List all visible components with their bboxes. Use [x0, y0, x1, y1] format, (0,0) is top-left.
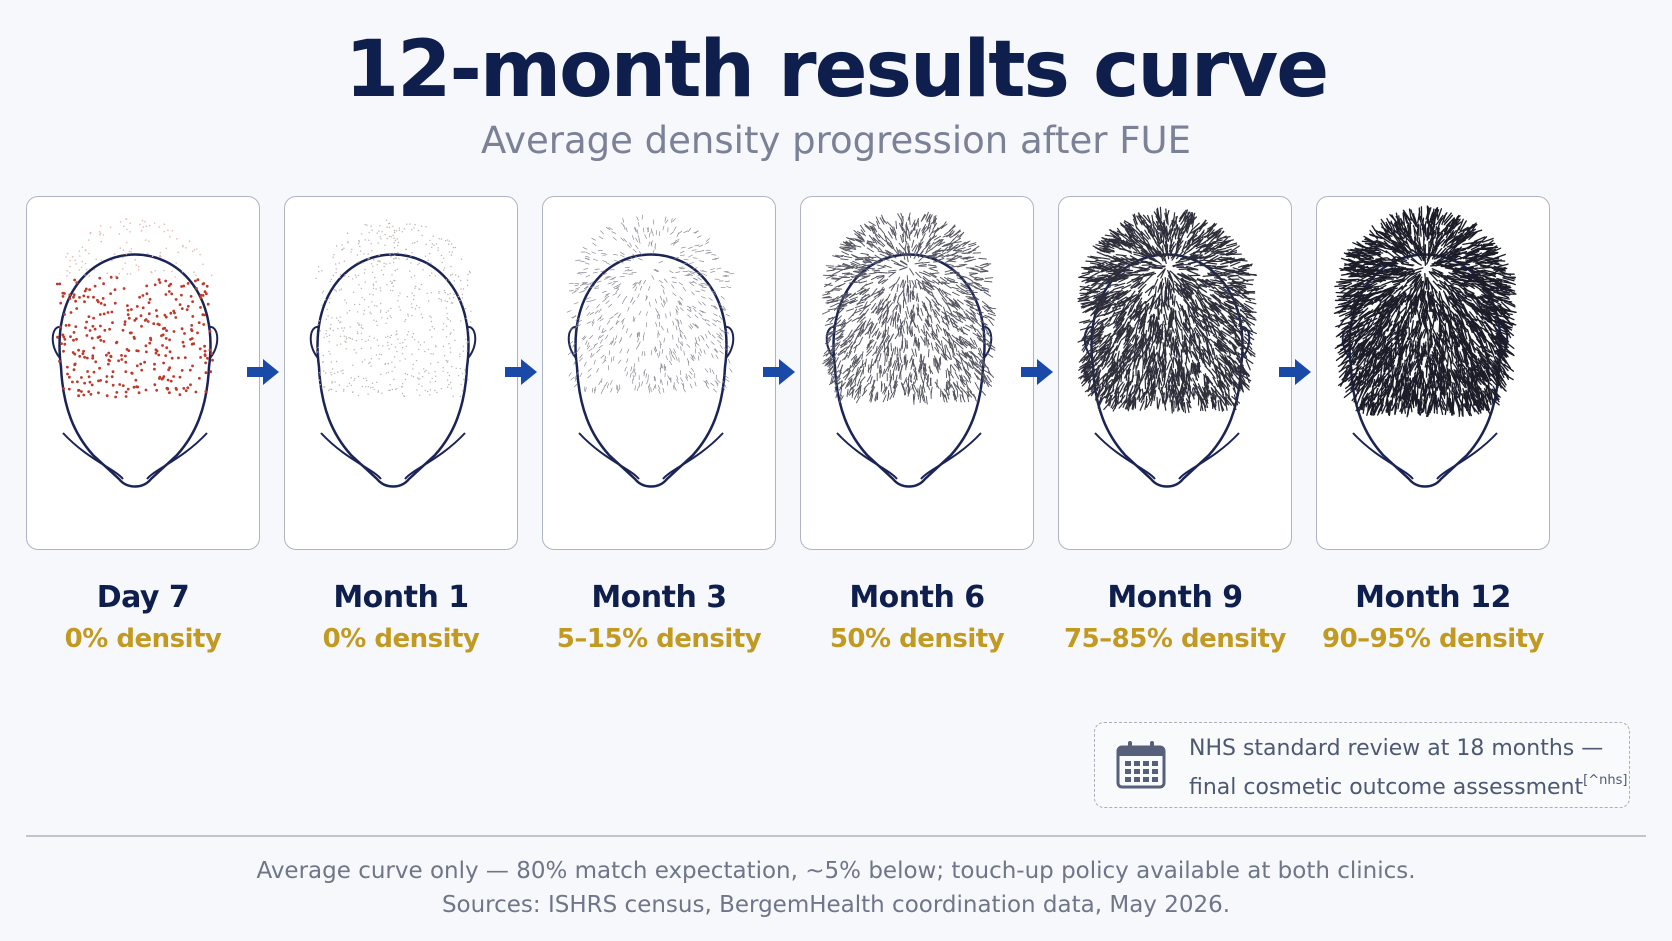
stage-month9: Month 9 75–85% density — [1058, 196, 1292, 656]
stage-label: Month 6 — [849, 580, 985, 615]
stage-density: 90–95% density — [1322, 624, 1545, 654]
stage-label: Month 1 — [333, 580, 469, 615]
stage-month6: Month 6 50% density — [800, 196, 1034, 656]
nhs-note-line2: final cosmetic outcome assessment[^nhs] — [1189, 765, 1627, 804]
stage-label: Month 12 — [1355, 580, 1511, 615]
stage-label: Month 9 — [1107, 580, 1243, 615]
head-month1-icon — [309, 219, 477, 488]
stage-density: 0% density — [64, 624, 222, 654]
stage-month1: Month 1 0% density — [284, 196, 518, 656]
stage-day7: Day 7 0% density — [26, 196, 260, 656]
page-title: 12-month results curve — [344, 25, 1329, 115]
arrow-right-icon — [1021, 359, 1053, 385]
stage-density: 0% density — [322, 624, 480, 654]
stage-card — [800, 196, 1034, 550]
footer-divider — [26, 835, 1646, 837]
head-day7-icon — [51, 218, 219, 488]
stage-card — [1316, 196, 1550, 550]
arrow-right-icon — [763, 359, 795, 385]
footer-line2: Sources: ISHRS census, BergemHealth coor… — [441, 892, 1231, 918]
head-month12-icon — [1333, 205, 1517, 488]
stage-month3: Month 3 5–15% density — [542, 196, 776, 656]
stage-month12: Month 12 90–95% density — [1316, 196, 1550, 656]
arrow-right-icon — [505, 359, 537, 385]
stage-card — [542, 196, 776, 550]
nhs-review-note: NHS standard review at 18 months — final… — [1094, 722, 1630, 808]
stage-card — [1058, 196, 1292, 550]
head-month6-icon — [822, 211, 996, 488]
calendar-icon — [1116, 741, 1166, 789]
footer-notes: Average curve only — 80% match expectati… — [0, 854, 1672, 922]
arrow-right-icon — [1279, 359, 1311, 385]
stage-card — [284, 196, 518, 550]
stage-label: Month 3 — [591, 580, 727, 615]
stage-density: 50% density — [829, 624, 1005, 654]
nhs-note-text: NHS standard review at 18 months — final… — [1189, 733, 1627, 804]
nhs-note-line2-text: final cosmetic outcome assessment — [1189, 775, 1584, 800]
stage-density: 75–85% density — [1064, 624, 1287, 654]
stage-card — [26, 196, 260, 550]
footer-line1: Average curve only — 80% match expectati… — [256, 858, 1416, 884]
nhs-note-line1: NHS standard review at 18 months — — [1189, 736, 1604, 761]
stage-label: Day 7 — [96, 580, 190, 615]
arrow-right-icon — [247, 359, 279, 385]
stage-row: Day 7 0% density Month 1 0% density Mont… — [26, 196, 1646, 656]
page-subtitle: Average density progression after FUE — [480, 119, 1191, 162]
nhs-footnote-ref[interactable]: [^nhs] — [1583, 773, 1628, 788]
stage-density: 5–15% density — [556, 624, 762, 654]
head-month3-icon — [566, 214, 735, 488]
head-month9-icon — [1077, 206, 1258, 488]
